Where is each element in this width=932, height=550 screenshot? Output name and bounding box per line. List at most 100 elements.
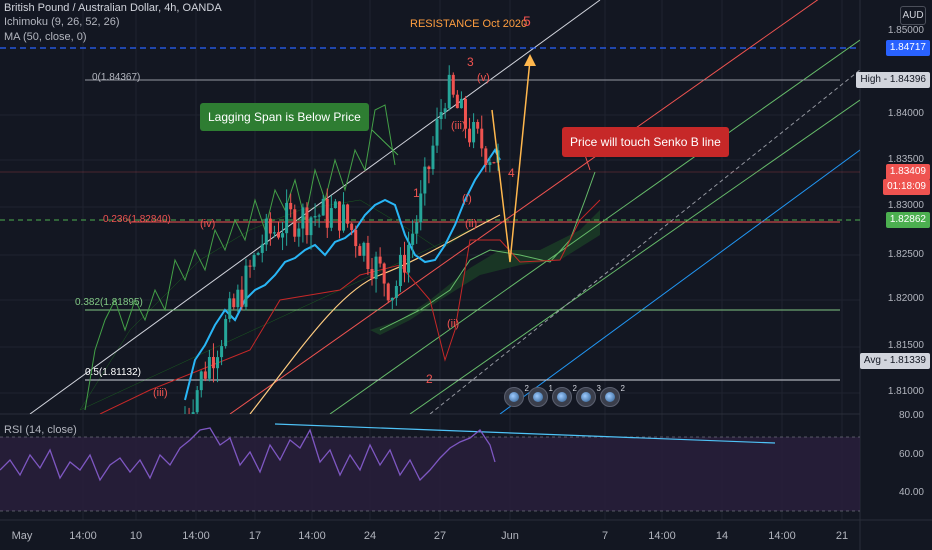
candle-body xyxy=(472,122,476,143)
time-axis-label: 21 xyxy=(835,530,849,542)
candle-body xyxy=(305,207,309,236)
candle-body xyxy=(313,216,317,218)
candle-body xyxy=(276,232,280,238)
candle-body xyxy=(463,98,467,129)
wave-label: 3 xyxy=(467,55,474,69)
currency-badge[interactable]: AUD xyxy=(900,6,926,25)
candle-body xyxy=(350,223,354,230)
price-axis-label: 1.82500 xyxy=(887,249,924,260)
candle-body xyxy=(447,74,451,109)
candle-body xyxy=(354,229,358,247)
time-axis-label: 14 xyxy=(715,530,729,542)
senkou-a xyxy=(379,171,596,331)
high-price-badge: High - 1.84396 xyxy=(856,72,930,88)
overlays xyxy=(0,0,860,415)
wave-label: (iv) xyxy=(200,218,216,230)
candle-body xyxy=(203,371,207,379)
wave-label: (v) xyxy=(477,72,490,84)
rsi-axis-label: 60.00 xyxy=(898,449,924,460)
channel-dashed xyxy=(429,69,860,414)
avg-price-badge: Avg - 1.81339 xyxy=(859,353,930,369)
wave-label: 4 xyxy=(508,166,515,180)
candle-body xyxy=(272,232,276,234)
level-price-badge: 1.82862 xyxy=(885,212,930,228)
channel-green-1 xyxy=(329,39,860,414)
candle-body xyxy=(293,209,297,237)
time-axis-label: 10 xyxy=(129,530,143,542)
candle-body xyxy=(411,233,415,245)
price-axis-label: 1.83000 xyxy=(887,200,924,211)
projection-arrow-icon xyxy=(524,54,536,66)
candle-body xyxy=(264,218,268,245)
price-axis-label: 1.85000 xyxy=(887,25,924,36)
price-axis-label: 1.83500 xyxy=(887,154,924,165)
wave-label: (iii) xyxy=(153,387,168,399)
ichimoku-legend[interactable]: Ichimoku (9, 26, 52, 26) xyxy=(4,16,120,28)
wave-label: 2 xyxy=(426,372,433,386)
event-icon[interactable]: 2 xyxy=(552,384,577,407)
rsi-axis-label: 40.00 xyxy=(898,487,924,498)
price-axis-label: 1.81000 xyxy=(887,386,924,397)
event-icon[interactable]: 2 xyxy=(504,384,529,407)
candle-body xyxy=(260,244,264,253)
candle-body xyxy=(337,201,341,231)
candle-body xyxy=(370,269,374,280)
candle-body xyxy=(317,215,321,217)
candle-body xyxy=(289,202,293,210)
candle-body xyxy=(285,202,289,234)
economic-events[interactable]: 2 1 2 3 2 xyxy=(504,384,625,407)
candle-body xyxy=(488,162,492,165)
candle-body xyxy=(329,208,333,228)
wave-label: (i) xyxy=(462,193,472,205)
candle-body xyxy=(268,218,272,234)
candle-body xyxy=(378,256,382,264)
candle-body xyxy=(228,298,232,319)
price-axis-label: 1.82000 xyxy=(887,293,924,304)
candle-body xyxy=(256,252,260,255)
candle-body xyxy=(451,74,455,95)
fib-level-236: 0.236(1.82840) xyxy=(103,214,171,225)
wave-label: 1 xyxy=(413,186,420,200)
event-icon[interactable]: 2 xyxy=(600,384,625,407)
time-axis-label: 24 xyxy=(363,530,377,542)
candle-body xyxy=(382,263,386,284)
candle-body xyxy=(220,346,224,358)
rsi-legend[interactable]: RSI (14, close) xyxy=(4,424,77,436)
candle-body xyxy=(321,198,325,216)
candle-body xyxy=(427,166,431,170)
rsi-band xyxy=(0,437,860,511)
candle-body xyxy=(188,414,191,415)
event-icon[interactable]: 1 xyxy=(528,384,553,407)
lagging-span-callout[interactable]: Lagging Span is Below Price xyxy=(200,103,369,131)
candle-body xyxy=(309,217,313,236)
senko-b-callout[interactable]: Price will touch Senko B line xyxy=(562,127,729,157)
candle-body xyxy=(492,162,496,164)
resistance-label: RESISTANCE Oct 2020 xyxy=(410,18,528,30)
candle-body xyxy=(191,412,195,414)
candle-body xyxy=(244,265,248,307)
candle-body xyxy=(248,265,252,267)
price-axis-label: 1.81500 xyxy=(887,340,924,351)
ma-legend[interactable]: MA (50, close, 0) xyxy=(4,31,87,43)
event-icon[interactable]: 3 xyxy=(576,384,601,407)
ichimoku-cloud xyxy=(370,210,600,335)
candle-body xyxy=(390,297,394,301)
candle-body xyxy=(419,193,423,223)
time-axis-label: May xyxy=(11,530,33,542)
candle-body xyxy=(325,198,329,228)
time-axis-label: 14:00 xyxy=(298,530,326,542)
candle-body xyxy=(415,222,419,234)
candle-body xyxy=(281,233,285,238)
countdown-badge: 01:18:09 xyxy=(883,179,930,195)
candle-body xyxy=(484,148,488,165)
candle-body xyxy=(211,356,215,369)
channel-red xyxy=(229,0,819,414)
time-axis-label: 14:00 xyxy=(768,530,796,542)
rsi-line xyxy=(0,427,496,482)
wave-label: (ii) xyxy=(447,318,460,330)
projection-path xyxy=(491,59,531,263)
fib-level-500: 0.5(1.81132) xyxy=(85,367,141,378)
rsi-trendline xyxy=(274,423,776,444)
time-axis-label: 7 xyxy=(601,530,609,542)
